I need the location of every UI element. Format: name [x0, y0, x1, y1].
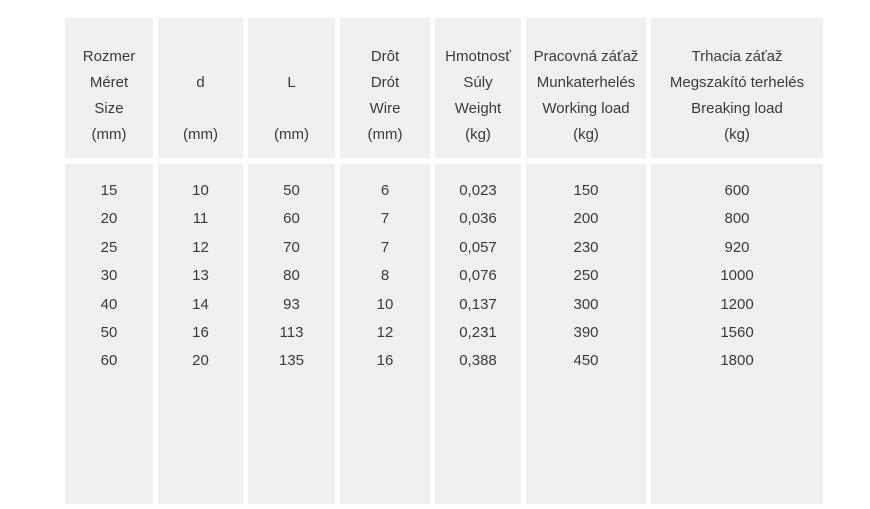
- column-l-header: L (mm): [248, 18, 335, 158]
- cell-value: 40: [100, 295, 118, 313]
- cell-value: 7: [380, 210, 390, 228]
- column-breaking-load-header: Trhacia záťaž Megszakító terhelés Breaki…: [651, 18, 823, 158]
- header-line: Drót: [370, 74, 400, 91]
- header-line: (mm): [367, 126, 403, 143]
- header-line: Trhacia záťaž: [691, 48, 783, 65]
- cell-value: 13: [192, 267, 209, 285]
- column-wire-header: Drôt Drót Wire (mm): [340, 18, 430, 158]
- header-line: Hmotnosť: [445, 48, 511, 65]
- column-size: Rozmer Méret Size (mm) 15 20 25 30 40 50…: [65, 18, 153, 504]
- column-size-header: Rozmer Méret Size (mm): [65, 18, 153, 158]
- cell-value: 10: [192, 182, 209, 199]
- cell-value: 6: [380, 182, 390, 199]
- cell-value: 14: [192, 295, 209, 313]
- column-working-load: Pracovná záťaž Munkaterhelés Working loa…: [526, 18, 646, 504]
- cell-value: 113: [279, 323, 304, 341]
- cell-value: 15: [100, 182, 118, 199]
- header-line: Rozmer: [82, 48, 136, 65]
- spec-table: Rozmer Méret Size (mm) 15 20 25 30 40 50…: [65, 18, 823, 504]
- cell-value: 70: [283, 238, 300, 256]
- cell-value: 0,036: [459, 210, 497, 228]
- column-d: d (mm) 10 11 12 13 14 16 20: [158, 18, 243, 504]
- cell-value: 7: [380, 238, 390, 256]
- cell-value: 12: [192, 238, 209, 256]
- column-l-values: 50 60 70 80 93 113 135: [248, 164, 335, 504]
- header-line: (kg): [465, 126, 491, 143]
- cell-value: 0,057: [459, 238, 497, 256]
- cell-value: 135: [278, 352, 305, 370]
- header-line: Weight: [454, 100, 502, 117]
- column-weight-header: Hmotnosť Súly Weight (kg): [435, 18, 521, 158]
- column-working-load-header: Pracovná záťaž Munkaterhelés Working loa…: [526, 18, 646, 158]
- cell-value: 60: [100, 352, 118, 370]
- cell-value: 60: [283, 210, 300, 228]
- column-d-values: 10 11 12 13 14 16 20: [158, 164, 243, 504]
- header-line: (mm): [274, 126, 309, 143]
- column-wire: Drôt Drót Wire (mm) 6 7 7 8 10 12 16: [340, 18, 430, 504]
- column-wire-values: 6 7 7 8 10 12 16: [340, 164, 430, 504]
- header-line: [158, 96, 243, 122]
- header-line: Méret: [89, 74, 129, 91]
- header-line: Pracovná záťaž: [533, 48, 639, 65]
- cell-value: 16: [192, 323, 209, 341]
- header-line: L: [287, 74, 296, 91]
- header-line: [158, 44, 243, 70]
- cell-value: 16: [376, 352, 394, 370]
- column-l: L (mm) 50 60 70 80 93 113 135: [248, 18, 335, 504]
- cell-value: 80: [283, 267, 300, 285]
- cell-value: 8: [380, 267, 390, 285]
- column-working-load-values: 150 200 230 250 300 390 450: [526, 164, 646, 504]
- header-line: Working load: [542, 100, 630, 117]
- cell-value: 1000: [720, 267, 754, 285]
- header-line: Megszakító terhelés: [669, 74, 805, 91]
- cell-value: 20: [100, 210, 118, 228]
- header-line: d: [196, 74, 205, 91]
- cell-value: 390: [573, 323, 599, 341]
- cell-value: 200: [573, 210, 599, 228]
- cell-value: 1560: [720, 323, 754, 341]
- column-weight: Hmotnosť Súly Weight (kg) 0,023 0,036 0,…: [435, 18, 521, 504]
- cell-value: 10: [376, 295, 394, 313]
- header-line: Wire: [369, 100, 401, 117]
- column-breaking-load-values: 600 800 920 1000 1200 1560 1800: [651, 164, 823, 504]
- cell-value: 800: [724, 210, 750, 228]
- header-line: [248, 44, 335, 70]
- header-line: (mm): [183, 126, 218, 143]
- cell-value: 50: [283, 182, 300, 199]
- cell-value: 450: [573, 352, 599, 370]
- cell-value: 12: [376, 323, 394, 341]
- cell-value: 300: [573, 295, 599, 313]
- header-line: (mm): [91, 126, 127, 143]
- cell-value: 50: [100, 323, 118, 341]
- header-line: (kg): [724, 126, 750, 143]
- cell-value: 0,023: [459, 182, 497, 199]
- header-line: [248, 96, 335, 122]
- cell-value: 11: [192, 210, 209, 228]
- cell-value: 1800: [720, 352, 754, 370]
- cell-value: 920: [724, 238, 750, 256]
- header-line: Súly: [463, 74, 493, 91]
- cell-value: 93: [283, 295, 300, 313]
- cell-value: 25: [100, 238, 118, 256]
- cell-value: 230: [573, 238, 599, 256]
- header-line: Munkaterhelés: [536, 74, 636, 91]
- column-weight-values: 0,023 0,036 0,057 0,076 0,137 0,231 0,38…: [435, 164, 521, 504]
- header-line: Drôt: [370, 48, 400, 65]
- cell-value: 20: [192, 352, 209, 370]
- cell-value: 0,076: [459, 267, 497, 285]
- cell-value: 30: [100, 267, 118, 285]
- cell-value: 0,137: [459, 295, 497, 313]
- cell-value: 150: [573, 182, 599, 199]
- cell-value: 250: [573, 267, 599, 285]
- cell-value: 0,388: [459, 352, 497, 370]
- column-breaking-load: Trhacia záťaž Megszakító terhelés Breaki…: [651, 18, 823, 504]
- column-size-values: 15 20 25 30 40 50 60: [65, 164, 153, 504]
- cell-value: 1200: [720, 295, 754, 313]
- column-d-header: d (mm): [158, 18, 243, 158]
- cell-value: 600: [724, 182, 750, 199]
- header-line: Size: [94, 100, 124, 117]
- header-line: Breaking load: [691, 100, 783, 117]
- header-line: (kg): [573, 126, 599, 143]
- cell-value: 0,231: [459, 323, 497, 341]
